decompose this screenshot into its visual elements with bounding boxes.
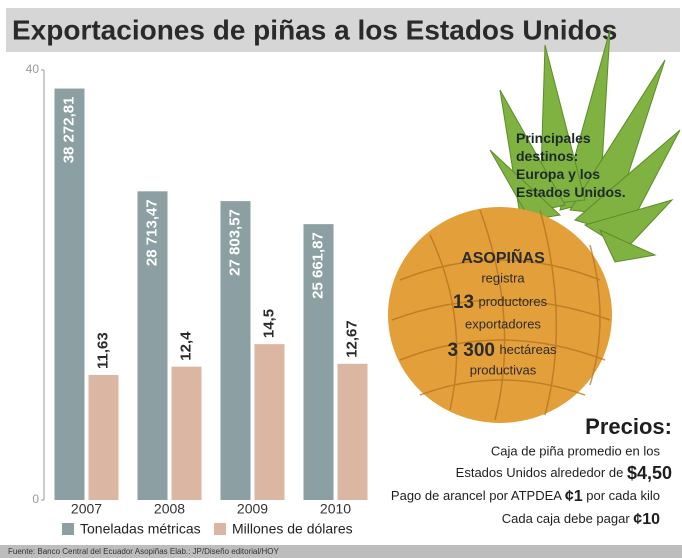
note-line: Estados Unidos.: [516, 184, 626, 200]
value-label: 25 661,87: [309, 232, 326, 299]
note-line: exportadores: [465, 316, 541, 331]
bar: [254, 344, 285, 500]
note-line: destinos:: [516, 148, 578, 164]
note-number: 13: [453, 292, 474, 313]
note-line: Principales: [516, 130, 591, 146]
note-line: registra: [481, 270, 525, 285]
price-text: Estados Unidos alrededor de: [456, 465, 624, 480]
destinations-note: Principales destinos: Europa y los Estad…: [516, 130, 626, 200]
value-label: 12,67: [343, 320, 360, 358]
x-tick-label: 2010: [320, 501, 351, 517]
y-tick-label: 40: [26, 62, 40, 76]
note-line: 13 productores: [453, 292, 548, 313]
price-value: ¢10: [633, 511, 660, 528]
price-value: $4,50: [627, 463, 672, 483]
note-text: productores: [478, 294, 547, 309]
note-text: hectáreas: [499, 342, 557, 357]
price-line: Cada caja debe pagar ¢10: [502, 511, 660, 528]
bar: [54, 88, 85, 500]
source: Fuente: Banco Central del Ecuador Asopiñ…: [8, 547, 279, 556]
value-label: 27 803,57: [226, 209, 243, 276]
price-value: ¢1: [565, 488, 583, 505]
legend-label: Millones de dólares: [232, 521, 353, 537]
bar: [88, 374, 119, 500]
price-text: por cada kilo: [586, 488, 660, 503]
legend-swatch: [62, 523, 74, 535]
bar: [303, 224, 334, 501]
chart-title: Exportaciones de piñas a los Estados Uni…: [12, 14, 617, 45]
price-line: Pago de arancel por ATPDEA ¢1 por cada k…: [391, 488, 660, 505]
prices-title: Precios:: [585, 414, 672, 439]
value-label: 14,5: [260, 309, 277, 338]
footer-bar: [0, 545, 682, 558]
price-text: Cada caja debe pagar: [502, 511, 631, 526]
note-line: 3 300 hectáreas: [447, 340, 557, 361]
title-bar: [6, 8, 680, 52]
bar: [337, 363, 368, 500]
price-text: Pago de arancel por ATPDEA: [391, 488, 562, 503]
bar: [137, 191, 168, 500]
value-label: 38 272,81: [60, 97, 77, 164]
x-tick-label: 2007: [71, 501, 102, 517]
note-line: Europa y los: [516, 166, 600, 182]
asopinas-note: ASOPIÑAS registra 13 productores exporta…: [447, 247, 557, 377]
legend-label: Toneladas métricas: [80, 521, 201, 537]
note-line: productivas: [470, 362, 537, 377]
pineapple-body: [388, 207, 612, 423]
value-label: 11,63: [94, 332, 111, 369]
value-label: 12,4: [177, 331, 194, 361]
bar: [171, 366, 202, 500]
price-line: Estados Unidos alrededor de $4,50: [456, 463, 672, 483]
pineapple-texture: [391, 209, 611, 421]
y-tick-label: 0: [32, 492, 39, 506]
x-tick-label: 2009: [237, 501, 268, 517]
x-tick-label: 2008: [154, 501, 185, 517]
pineapple-leaves: [489, 29, 681, 263]
prices-note: Precios: Caja de piña promedio en los Es…: [391, 414, 672, 528]
price-line: Caja de piña promedio en los: [491, 443, 661, 458]
value-label: 28 713,47: [143, 199, 160, 266]
legend-swatch: [214, 523, 226, 535]
note-line: ASOPIÑAS: [461, 247, 545, 267]
bar: [220, 201, 251, 500]
note-number: 3 300: [447, 340, 495, 361]
